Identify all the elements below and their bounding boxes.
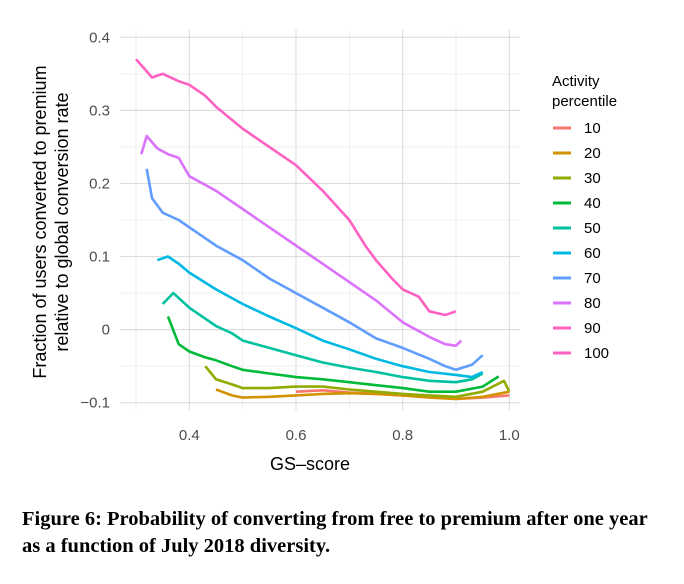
y-tick-label: 0	[102, 322, 110, 339]
y-axis-title: Fraction of users converted to premium r…	[30, 65, 72, 378]
series-line-60	[156, 255, 484, 379]
x-axis-ticks: 0.4 0.6 0.8 1.0	[179, 427, 520, 444]
x-tick-label: 0.8	[392, 427, 413, 444]
x-tick-label: 0.6	[286, 427, 307, 444]
series-line-90	[135, 58, 457, 317]
figure-caption: Figure 6: Probability of converting from…	[22, 508, 648, 557]
y-tick-label: 0.4	[89, 29, 110, 46]
series-lines	[135, 58, 511, 401]
chart: 0.4 0.6 0.8 1.0 −0.100.10.20.30.4 GS–score …	[30, 29, 617, 474]
legend-title-line1: Activity	[552, 73, 600, 90]
legend-label-100: 100	[584, 345, 609, 362]
x-tick-label: 1.0	[499, 427, 520, 444]
y-tick-label: −0.1	[80, 395, 110, 412]
legend: Activity percentile 10203040506070809010…	[552, 73, 617, 362]
legend-label-50: 50	[584, 220, 601, 237]
y-tick-label: 0.3	[89, 102, 110, 119]
y-tick-label: 0.2	[89, 175, 110, 192]
legend-label-20: 20	[584, 145, 601, 162]
legend-label-80: 80	[584, 295, 601, 312]
series-line-80	[140, 134, 463, 347]
legend-label-90: 90	[584, 320, 601, 337]
y-tick-label: 0.1	[89, 249, 110, 266]
x-tick-label: 0.4	[179, 427, 200, 444]
series-line-20	[215, 388, 510, 401]
legend-items: 10 20 30 40 50 60 70 80 90 100	[553, 120, 609, 362]
legend-label-60: 60	[584, 245, 601, 262]
series-line-40	[166, 316, 500, 393]
series-line-50	[161, 291, 484, 384]
legend-label-40: 40	[584, 195, 601, 212]
y-axis-title-line2: relative to global conversion rate	[52, 92, 72, 351]
series-line-70	[145, 168, 484, 372]
x-axis-title: GS–score	[270, 454, 350, 474]
y-axis-ticks: −0.1 0 0.1 0.2 0.3 0.4	[80, 29, 110, 411]
legend-label-30: 30	[584, 170, 601, 187]
legend-label-70: 70	[584, 270, 601, 287]
legend-title-line2: percentile	[552, 93, 617, 110]
grid	[120, 30, 520, 410]
legend-label-10: 10	[584, 120, 601, 137]
y-axis-title-line1: Fraction of users converted to premium	[30, 65, 50, 378]
series-line-30	[204, 365, 511, 399]
